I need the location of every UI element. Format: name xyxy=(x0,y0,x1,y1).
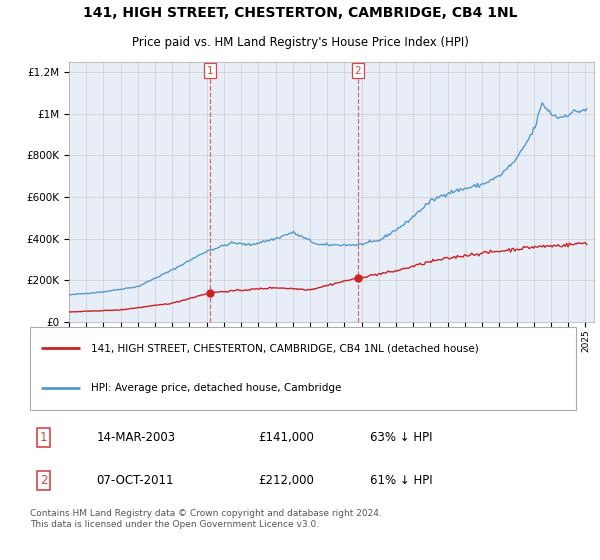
Text: 63% ↓ HPI: 63% ↓ HPI xyxy=(370,431,433,444)
Text: HPI: Average price, detached house, Cambridge: HPI: Average price, detached house, Camb… xyxy=(91,383,341,393)
Text: Contains HM Land Registry data © Crown copyright and database right 2024.
This d: Contains HM Land Registry data © Crown c… xyxy=(29,510,382,529)
Text: 07-OCT-2011: 07-OCT-2011 xyxy=(97,474,174,487)
Text: 1: 1 xyxy=(40,431,47,444)
Text: 2: 2 xyxy=(355,66,361,76)
Text: 61% ↓ HPI: 61% ↓ HPI xyxy=(370,474,433,487)
Text: 14-MAR-2003: 14-MAR-2003 xyxy=(97,431,176,444)
Text: Price paid vs. HM Land Registry's House Price Index (HPI): Price paid vs. HM Land Registry's House … xyxy=(131,36,469,49)
Text: £141,000: £141,000 xyxy=(259,431,314,444)
Text: 141, HIGH STREET, CHESTERTON, CAMBRIDGE, CB4 1NL (detached house): 141, HIGH STREET, CHESTERTON, CAMBRIDGE,… xyxy=(91,343,479,353)
FancyBboxPatch shape xyxy=(29,326,577,410)
Text: 141, HIGH STREET, CHESTERTON, CAMBRIDGE, CB4 1NL: 141, HIGH STREET, CHESTERTON, CAMBRIDGE,… xyxy=(83,6,517,20)
Text: 1: 1 xyxy=(207,66,214,76)
Text: 2: 2 xyxy=(40,474,47,487)
Text: £212,000: £212,000 xyxy=(259,474,314,487)
